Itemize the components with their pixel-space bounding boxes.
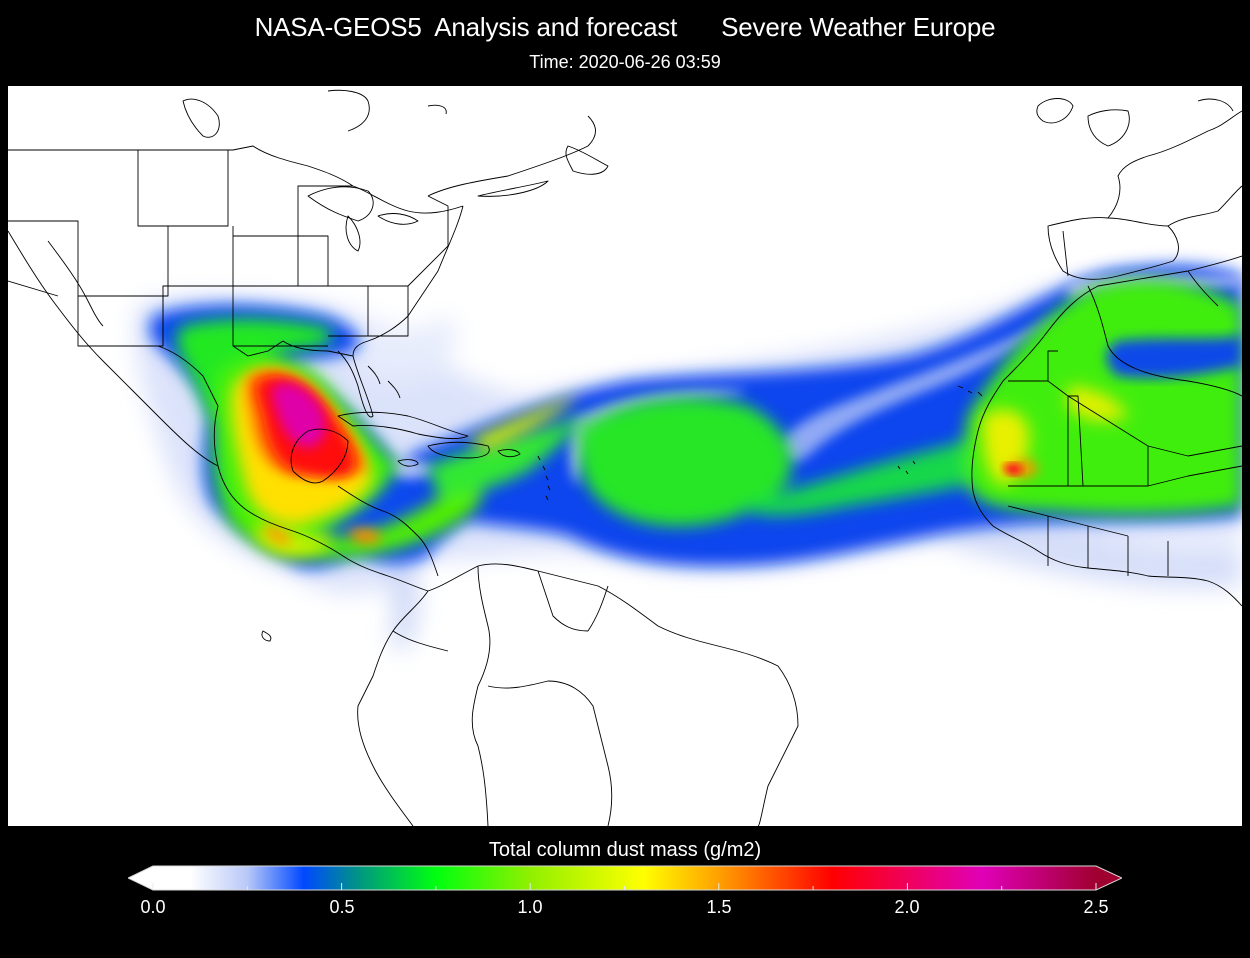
colorbar-extend-max	[1096, 866, 1122, 890]
map-title: NASA-GEOS5 Analysis and forecast Severe W…	[0, 12, 1250, 43]
colorbar-extend-min	[128, 866, 153, 890]
colorbar-tick-2-5: 2.5	[1083, 897, 1109, 917]
colorbar-tick-2: 2.0	[894, 897, 920, 917]
colorbar-ticks	[152, 883, 1097, 890]
colorbar-tick-1-5: 1.5	[706, 897, 732, 917]
dust-map-canvas	[8, 89, 1242, 826]
title-right: Severe Weather Europe	[721, 12, 996, 42]
dust-map	[8, 86, 1242, 826]
colorbar-label: Total column dust mass (g/m2)	[488, 839, 762, 861]
time-label: Time: 2020-06-26 03:59	[529, 52, 721, 72]
title-left: NASA-GEOS5 Analysis and forecast	[254, 12, 678, 42]
colorbar-tick-0-5: 0.5	[329, 897, 355, 917]
colorbar	[128, 865, 1122, 891]
coastlines	[8, 89, 1242, 826]
colorbar-tick-1: 1.0	[517, 897, 543, 917]
colorbar-tick-0: 0.0	[140, 897, 166, 917]
dust-field	[135, 265, 1242, 650]
